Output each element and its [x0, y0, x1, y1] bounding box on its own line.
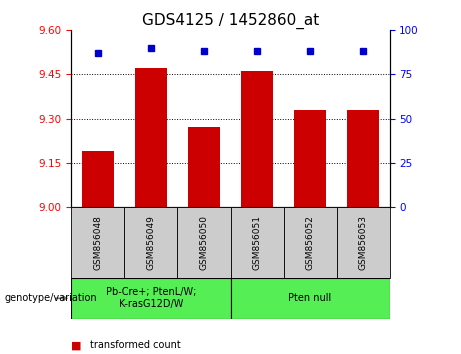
Text: GSM856050: GSM856050 — [200, 215, 208, 270]
Bar — [71, 278, 230, 319]
Bar — [71, 207, 124, 278]
Text: ■: ■ — [71, 340, 82, 350]
Bar — [124, 207, 177, 278]
Bar — [82, 151, 114, 207]
Bar — [284, 207, 337, 278]
Text: transformed count: transformed count — [90, 340, 181, 350]
Text: Pten null: Pten null — [289, 293, 331, 303]
Title: GDS4125 / 1452860_at: GDS4125 / 1452860_at — [142, 12, 319, 29]
Bar — [188, 127, 220, 207]
Text: genotype/variation: genotype/variation — [5, 293, 97, 303]
Text: GSM856049: GSM856049 — [147, 215, 155, 270]
Bar — [230, 278, 390, 319]
Bar — [135, 68, 167, 207]
Text: GSM856053: GSM856053 — [359, 215, 367, 270]
Bar — [241, 72, 273, 207]
Text: GSM856048: GSM856048 — [94, 215, 102, 270]
Text: Pb-Cre+; PtenL/W;
K-rasG12D/W: Pb-Cre+; PtenL/W; K-rasG12D/W — [106, 287, 196, 309]
Bar — [294, 110, 326, 207]
Text: GSM856052: GSM856052 — [306, 215, 314, 270]
Text: GSM856051: GSM856051 — [253, 215, 261, 270]
Bar — [230, 207, 284, 278]
Bar — [347, 110, 379, 207]
Bar — [177, 207, 230, 278]
Bar — [337, 207, 390, 278]
